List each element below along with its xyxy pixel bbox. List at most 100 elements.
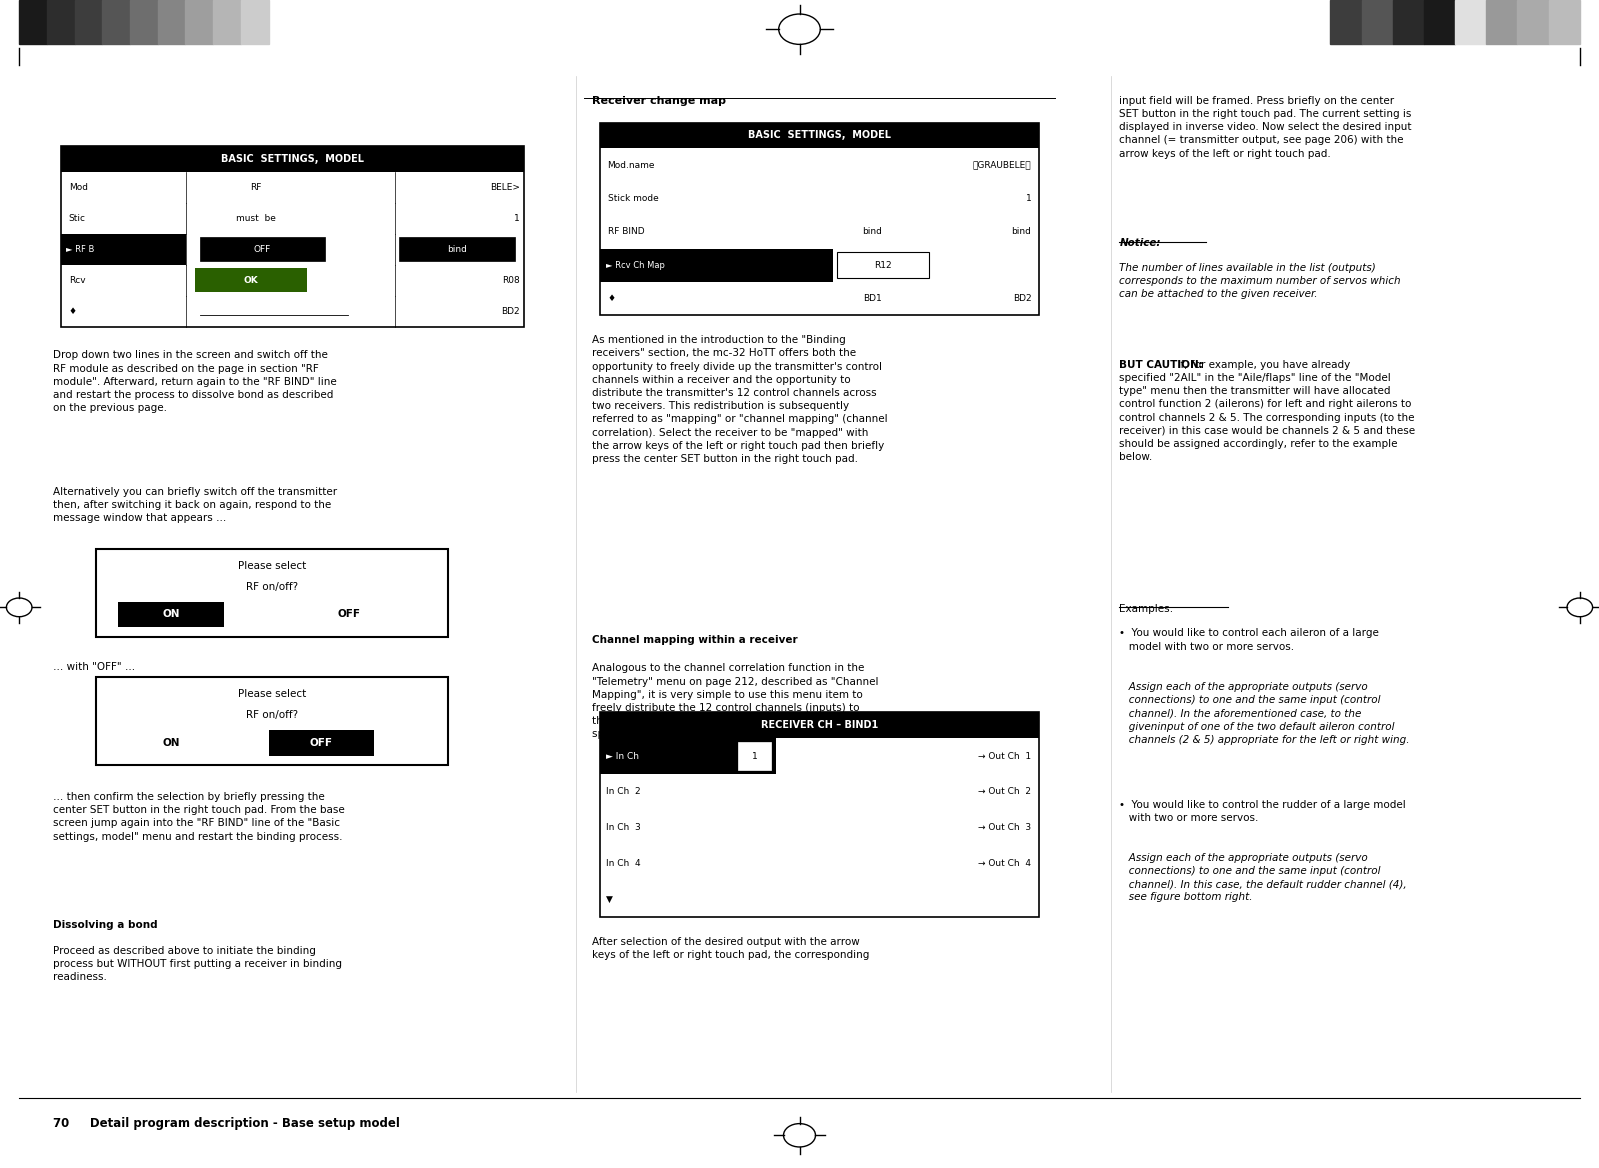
Text: After selection of the desired output with the arrow
keys of the left or right t: After selection of the desired output wi… xyxy=(592,937,868,960)
Bar xyxy=(1548,0,1580,44)
Text: Mod: Mod xyxy=(69,182,88,192)
Text: 1: 1 xyxy=(1025,194,1031,203)
Text: 70     Detail program description - Base setup model: 70 Detail program description - Base set… xyxy=(53,1117,400,1131)
Text: … with "OFF" …: … with "OFF" … xyxy=(53,662,134,673)
Text: OFF: OFF xyxy=(310,738,333,748)
Text: R08: R08 xyxy=(502,276,520,285)
Text: In Ch  3: In Ch 3 xyxy=(606,823,641,832)
Bar xyxy=(158,0,185,44)
Bar xyxy=(1455,0,1485,44)
Bar xyxy=(600,249,833,281)
Bar xyxy=(102,0,130,44)
Bar xyxy=(185,0,213,44)
Text: ► In Ch: ► In Ch xyxy=(606,751,644,760)
Bar xyxy=(269,730,374,756)
Text: ► RF B: ► RF B xyxy=(66,245,94,253)
Text: Assign each of the appropriate outputs (servo
   connections) to one and the sam: Assign each of the appropriate outputs (… xyxy=(1119,853,1407,902)
Text: Receiver change map: Receiver change map xyxy=(592,96,726,106)
Text: input field will be framed. Press briefly on the center
SET button in the right : input field will be framed. Press briefl… xyxy=(1119,96,1412,159)
Text: Rcv: Rcv xyxy=(69,276,85,285)
Text: As mentioned in the introduction to the "Binding
receivers" section, the mc-32 H: As mentioned in the introduction to the … xyxy=(592,335,887,464)
Bar xyxy=(118,602,224,627)
Bar xyxy=(600,738,776,774)
Text: If, for example, you have already
specified "2AIL" in the "Aile/flaps" line of t: If, for example, you have already specif… xyxy=(1119,360,1415,463)
Bar xyxy=(600,712,1039,738)
Bar xyxy=(1393,0,1423,44)
Text: Examples:: Examples: xyxy=(1119,604,1174,614)
Text: Mod.name: Mod.name xyxy=(608,160,656,169)
Text: bind: bind xyxy=(1012,228,1031,236)
Text: RF BIND: RF BIND xyxy=(608,228,644,236)
Text: BUT CAUTION:: BUT CAUTION: xyxy=(1119,360,1202,370)
Bar xyxy=(241,0,269,44)
Text: bind: bind xyxy=(448,245,467,253)
Text: R08: R08 xyxy=(1014,260,1031,270)
Text: OFF: OFF xyxy=(254,245,272,253)
Text: BASIC  SETTINGS,  MODEL: BASIC SETTINGS, MODEL xyxy=(748,131,891,140)
Bar xyxy=(1487,0,1517,44)
Bar xyxy=(75,0,102,44)
Text: Alternatively you can briefly switch off the transmitter
then, after switching i: Alternatively you can briefly switch off… xyxy=(53,487,337,523)
Bar xyxy=(19,0,46,44)
Text: BASIC  SETTINGS,  MODEL: BASIC SETTINGS, MODEL xyxy=(221,154,365,164)
Text: ON: ON xyxy=(163,738,179,748)
Text: RF on/off?: RF on/off? xyxy=(246,710,297,721)
Text: Drop down two lines in the screen and switch off the
RF module as described on t: Drop down two lines in the screen and sw… xyxy=(53,350,336,413)
Text: Please select: Please select xyxy=(238,689,305,700)
Bar xyxy=(600,123,1039,148)
Text: BELE>: BELE> xyxy=(489,182,520,192)
Text: 1: 1 xyxy=(513,214,520,223)
Bar xyxy=(213,0,241,44)
Bar xyxy=(96,677,448,765)
Text: 1: 1 xyxy=(752,751,758,760)
Bar xyxy=(1330,0,1361,44)
Text: → Out Ch  3: → Out Ch 3 xyxy=(979,823,1031,832)
Bar xyxy=(61,146,524,172)
Bar xyxy=(1517,0,1548,44)
Bar xyxy=(130,0,158,44)
Text: In Ch  4: In Ch 4 xyxy=(606,858,641,868)
Bar xyxy=(739,742,771,771)
Text: RECEIVER CH – BIND1: RECEIVER CH – BIND1 xyxy=(761,721,878,730)
Bar xyxy=(400,237,515,262)
Text: ▼: ▼ xyxy=(606,895,612,904)
Bar xyxy=(195,269,307,292)
Text: ON: ON xyxy=(163,610,179,619)
Text: ♦: ♦ xyxy=(69,307,77,317)
Text: → Out Ch  1: → Out Ch 1 xyxy=(979,751,1031,760)
Text: Proceed as described above to initiate the binding
process but WITHOUT first put: Proceed as described above to initiate t… xyxy=(53,946,342,982)
Text: → Out Ch  4: → Out Ch 4 xyxy=(979,858,1031,868)
Bar xyxy=(1423,0,1455,44)
Bar xyxy=(600,712,1039,917)
Text: The number of lines available in the list (outputs)
corresponds to the maximum n: The number of lines available in the lis… xyxy=(1119,263,1401,299)
Text: … then confirm the selection by briefly pressing the
center SET button in the ri: … then confirm the selection by briefly … xyxy=(53,792,344,841)
Text: Dissolving a bond: Dissolving a bond xyxy=(53,920,157,931)
Text: ► Rcv Ch Map: ► Rcv Ch Map xyxy=(606,260,665,270)
Text: BD1: BD1 xyxy=(863,294,881,304)
Text: bind: bind xyxy=(862,228,883,236)
Text: OK: OK xyxy=(243,276,259,285)
Bar xyxy=(1361,0,1393,44)
Bar xyxy=(838,252,929,278)
Text: BD2: BD2 xyxy=(1012,294,1031,304)
Bar xyxy=(46,0,75,44)
Text: •  You would like to control each aileron of a large
   model with two or more s: • You would like to control each aileron… xyxy=(1119,628,1380,652)
Text: Stick mode: Stick mode xyxy=(608,194,659,203)
Bar xyxy=(61,146,524,327)
Text: •  You would like to control the rudder of a large model
   with two or more ser: • You would like to control the rudder o… xyxy=(1119,800,1406,823)
Text: → Out Ch  2: → Out Ch 2 xyxy=(979,787,1031,797)
Text: Analogous to the channel correlation function in the
"Telemetry" menu on page 21: Analogous to the channel correlation fun… xyxy=(592,663,878,739)
Bar xyxy=(61,234,185,265)
Text: Notice:: Notice: xyxy=(1119,238,1161,249)
Text: Please select: Please select xyxy=(238,561,305,571)
Text: BD2: BD2 xyxy=(500,307,520,317)
Text: RF: RF xyxy=(249,182,261,192)
Text: ♦: ♦ xyxy=(608,294,616,304)
Text: must  be: must be xyxy=(235,214,275,223)
Text: Channel mapping within a receiver: Channel mapping within a receiver xyxy=(592,635,798,646)
Bar xyxy=(200,237,325,262)
Text: 〈GRAUBELE〉: 〈GRAUBELE〉 xyxy=(972,160,1031,169)
Text: In Ch  2: In Ch 2 xyxy=(606,787,641,797)
Bar xyxy=(96,549,448,637)
Text: OFF: OFF xyxy=(337,610,360,619)
